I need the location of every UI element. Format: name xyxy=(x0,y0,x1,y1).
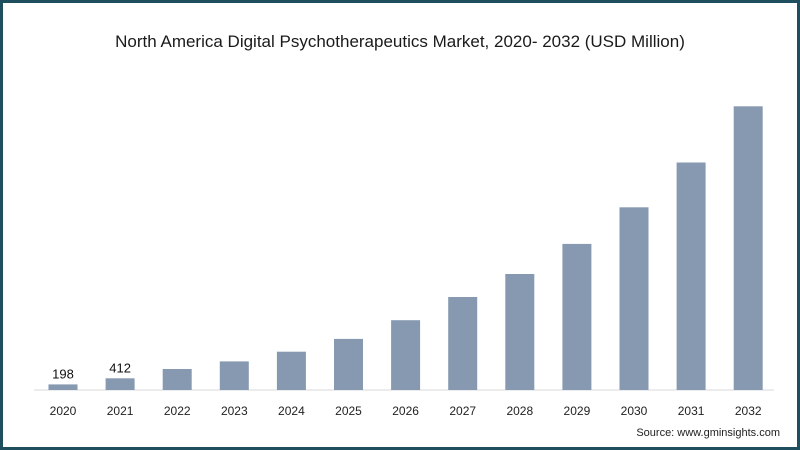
x-tick-label-2022: 2022 xyxy=(164,404,191,418)
chart-title: North America Digital Psychotherapeutics… xyxy=(115,32,685,51)
bar-2022 xyxy=(162,369,192,390)
x-tick-label-2024: 2024 xyxy=(278,404,305,418)
x-tick-label-2020: 2020 xyxy=(50,404,77,418)
x-tick-label-2031: 2031 xyxy=(678,404,705,418)
bar-2031 xyxy=(676,162,706,390)
data-label-2021: 412 xyxy=(109,360,131,375)
x-tick-label-2030: 2030 xyxy=(621,404,648,418)
x-tick-label-2023: 2023 xyxy=(221,404,248,418)
bar-2029 xyxy=(562,243,592,390)
bar-2024 xyxy=(276,351,306,390)
x-tick-label-2029: 2029 xyxy=(564,404,591,418)
bar-2027 xyxy=(448,297,478,390)
bar-2021 xyxy=(105,378,135,390)
bar-2032 xyxy=(733,106,763,391)
bar-2025 xyxy=(334,338,363,390)
x-tick-label-2025: 2025 xyxy=(335,404,362,418)
x-tick-label-2032: 2032 xyxy=(735,404,762,418)
x-tick-label-2021: 2021 xyxy=(107,404,134,418)
bar-2026 xyxy=(391,320,421,390)
bar-2020 xyxy=(48,384,78,390)
source-note: Source: www.gminsights.com xyxy=(636,427,780,439)
bar-2028 xyxy=(505,274,535,390)
x-tick-label-2028: 2028 xyxy=(506,404,533,418)
x-tick-label-2026: 2026 xyxy=(392,404,419,418)
data-label-2020: 198 xyxy=(52,366,74,381)
bar-2030 xyxy=(619,207,649,390)
bar-2023 xyxy=(219,361,249,390)
x-tick-label-2027: 2027 xyxy=(449,404,476,418)
